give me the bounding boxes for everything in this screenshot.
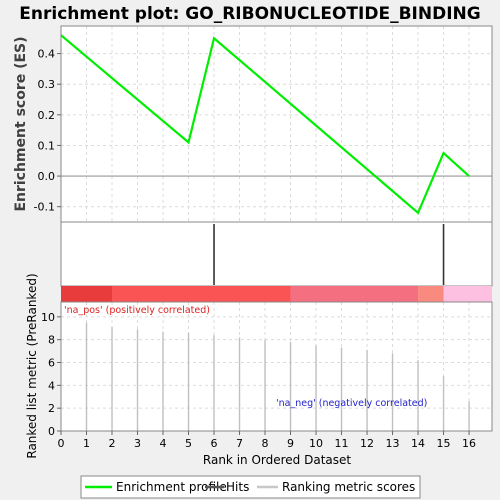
enrichment-profile-line — [60, 34, 470, 215]
x-tick-label: 9 — [287, 437, 294, 450]
rank-y-tick-label: 0 — [48, 425, 55, 438]
x-tick-label: 16 — [462, 437, 476, 450]
es-panel-background — [61, 26, 492, 222]
es-y-tick-label: 0.1 — [38, 139, 56, 152]
chart-title: Enrichment plot: GO_RIBONUCLEOTIDE_BINDI… — [19, 4, 480, 24]
rank-y-ticks: 0 2 4 6 8 10 — [41, 311, 61, 438]
hits-panel-background — [61, 222, 492, 286]
negative-correlation-label: 'na_neg' (negatively correlated) — [276, 398, 427, 409]
ranking-metric-bars — [85, 322, 470, 431]
x-tick-label: 12 — [360, 437, 374, 450]
rank-y-tick-label: 4 — [48, 379, 55, 392]
x-tick-label: 14 — [411, 437, 425, 450]
heatmap-segment — [443, 286, 492, 302]
x-tick-label: 8 — [262, 437, 269, 450]
x-tick-label: 13 — [386, 437, 400, 450]
rank-y-tick-label: 10 — [41, 311, 55, 324]
rank-y-axis-label: Ranked list metric (PreRanked) — [25, 273, 39, 458]
es-y-tick-label: 0.2 — [38, 109, 56, 122]
rank-y-tick-label: 2 — [48, 402, 55, 415]
x-tick-label: 7 — [236, 437, 243, 450]
x-tick-label: 4 — [160, 437, 167, 450]
x-tick-label: 3 — [134, 437, 141, 450]
rank-panel-background — [61, 302, 492, 431]
x-axis-label: Rank in Ordered Dataset — [203, 453, 351, 467]
rank-panel-frame — [60, 301, 493, 432]
x-tick-label: 6 — [211, 437, 218, 450]
x-tick-label: 10 — [309, 437, 323, 450]
x-tick-label: 0 — [58, 437, 65, 450]
x-tick-label: 5 — [185, 437, 192, 450]
legend: Enrichment profile Hits Ranking metric s… — [80, 475, 421, 499]
es-y-ticks: -0.1 0.0 0.1 0.2 0.3 0.4 — [34, 48, 61, 214]
legend-label-enrichment-profile: Enrichment profile — [116, 480, 227, 494]
heatmap-segment — [290, 286, 419, 302]
rank-y-tick-label: 6 — [48, 357, 55, 370]
rank-y-tick-label: 8 — [48, 334, 55, 347]
es-y-tick-label: -0.1 — [34, 201, 55, 214]
es-y-tick-label: 0.3 — [38, 78, 56, 91]
heatmap-segment — [418, 286, 444, 302]
legend-label-ranking-metric-scores: Ranking metric scores — [282, 480, 415, 494]
es-y-tick-label: 0.4 — [38, 48, 56, 61]
x-tick-label: 2 — [109, 437, 116, 450]
heatmap-segment — [61, 286, 113, 302]
positive-correlation-label: 'na_pos' (positively correlated) — [64, 305, 210, 316]
x-tick-label: 15 — [437, 437, 451, 450]
legend-label-hits: Hits — [226, 480, 249, 494]
enrichment-profile-series — [60, 34, 470, 215]
x-tick-label: 11 — [335, 437, 349, 450]
x-axis-ticks: 0 1 2 3 4 5 6 7 8 9 10 11 12 13 14 15 16 — [58, 431, 476, 450]
ranking-heatmap-strip — [61, 286, 492, 302]
heatmap-segment — [112, 286, 291, 302]
es-y-axis-label: Enrichment score (ES) — [13, 36, 29, 211]
x-tick-label: 1 — [83, 437, 90, 450]
legend-box — [80, 475, 421, 499]
es-y-tick-label: 0.0 — [38, 170, 56, 183]
hit-lines — [213, 224, 445, 285]
